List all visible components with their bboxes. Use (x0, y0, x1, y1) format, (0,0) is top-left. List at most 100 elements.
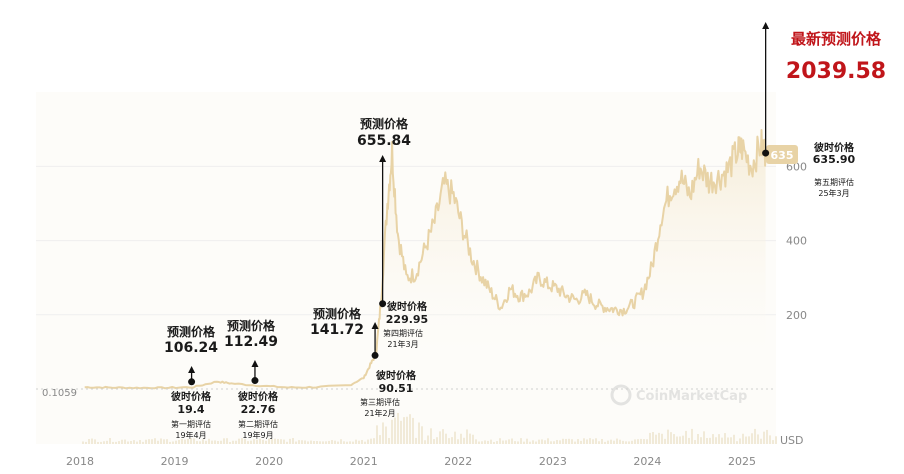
volume-bar (583, 438, 585, 444)
volume-bar (640, 438, 642, 444)
volume-bar (613, 440, 615, 444)
volume-bar (757, 434, 759, 444)
then-price-value: 229.95 (386, 313, 428, 326)
period-date: 19年4月 (175, 430, 206, 440)
volume-bar (694, 440, 696, 444)
volume-bar (703, 431, 705, 444)
volume-bar (568, 438, 570, 444)
volume-bar (475, 439, 477, 444)
volume-bar (679, 436, 681, 444)
volume-bar (553, 441, 555, 444)
x-tick-2023: 2023 (539, 455, 567, 468)
volume-bar (685, 430, 687, 444)
volume-bar (667, 429, 669, 444)
volume-bar (175, 440, 177, 444)
volume-bar (190, 438, 192, 444)
volume-bar (127, 441, 129, 444)
volume-bar (646, 439, 648, 444)
volume-bar (253, 439, 255, 444)
x-tick-2019: 2019 (161, 455, 189, 468)
x-axis: 2018 2019 2020 2021 2022 2023 2024 2025 (66, 455, 756, 468)
then-price-label: 彼时价格 (171, 390, 212, 403)
predict-value: 141.72 (310, 322, 364, 338)
volume-bar (136, 441, 138, 444)
volume-bar (199, 441, 201, 444)
period-date: 25年3月 (818, 188, 849, 198)
volume-bar (487, 440, 489, 444)
volume-bar (88, 439, 90, 444)
volume-bar (715, 437, 717, 444)
volume-bar (166, 439, 168, 444)
volume-bar (397, 412, 399, 444)
x-tick-2022: 2022 (444, 455, 472, 468)
then-price-label: 彼时价格 (387, 300, 428, 313)
predict-value: 106.24 (164, 340, 218, 356)
volume-bar (109, 438, 111, 444)
volume-bar (244, 438, 246, 444)
price-badge-text: 635 (771, 149, 794, 162)
volume-bar (571, 439, 573, 444)
volume-bar (316, 441, 318, 444)
volume-bar (610, 439, 612, 444)
period-label: 第五期评估 (814, 177, 854, 187)
volume-bar (676, 436, 678, 444)
unit-label: USD (780, 434, 804, 447)
annotation-dot (762, 149, 770, 157)
volume-bar (688, 437, 690, 444)
volume-bar (349, 441, 351, 444)
volume-bar (382, 422, 384, 444)
volume-bar (130, 440, 132, 444)
volume-bar (118, 441, 120, 444)
volume-bar (205, 440, 207, 444)
period-label: 第一期评估 (171, 419, 211, 429)
period-label: 第二期评估 (238, 419, 278, 429)
volume-bar (478, 441, 480, 444)
volume-bar (670, 432, 672, 444)
volume-bar (631, 440, 633, 444)
volume-bar (439, 431, 441, 444)
volume-bar (562, 438, 564, 444)
volume-bar (592, 439, 594, 444)
volume-bar (580, 440, 582, 444)
volume-bar (85, 441, 87, 444)
volume-bar (493, 441, 495, 444)
period-label: 第四期评估 (383, 328, 423, 338)
volume-bar (250, 440, 252, 444)
volume-bar (124, 439, 126, 444)
volume-bar (334, 440, 336, 444)
volume-bar (289, 438, 291, 444)
volume-bar (280, 439, 282, 444)
volume-bar (94, 439, 96, 444)
volume-bar (355, 439, 357, 444)
volume-bar (370, 438, 372, 444)
volume-bar (469, 433, 471, 444)
price-badge: 635 (766, 145, 798, 164)
volume-bar (430, 428, 432, 444)
price-badge-box (766, 145, 798, 164)
y-tick-400: 400 (786, 235, 807, 248)
volume-bar (565, 438, 567, 444)
volume-bar (403, 417, 405, 444)
volume-bar (301, 440, 303, 444)
volume-bar (400, 420, 402, 444)
volume-bar (145, 439, 147, 444)
volume-bar (412, 417, 414, 444)
volume-bar (271, 438, 273, 444)
volume-bar (775, 436, 777, 444)
volume-bar (628, 441, 630, 444)
volume-bar (541, 439, 543, 444)
volume-bar (484, 440, 486, 444)
volume-bar (421, 426, 423, 444)
volume-bar (328, 440, 330, 444)
then-price-value: 635.90 (813, 153, 856, 166)
volume-bar (247, 441, 249, 444)
arrow-up-icon (762, 22, 770, 29)
volume-bar (709, 437, 711, 444)
volume-bar (169, 441, 171, 444)
volume-bar (772, 440, 774, 444)
volume-bar (379, 435, 381, 444)
then-price-value: 90.51 (379, 382, 414, 395)
volume-bar (157, 440, 159, 444)
volume-bar (223, 438, 225, 444)
period-date: 19年9月 (242, 430, 273, 440)
